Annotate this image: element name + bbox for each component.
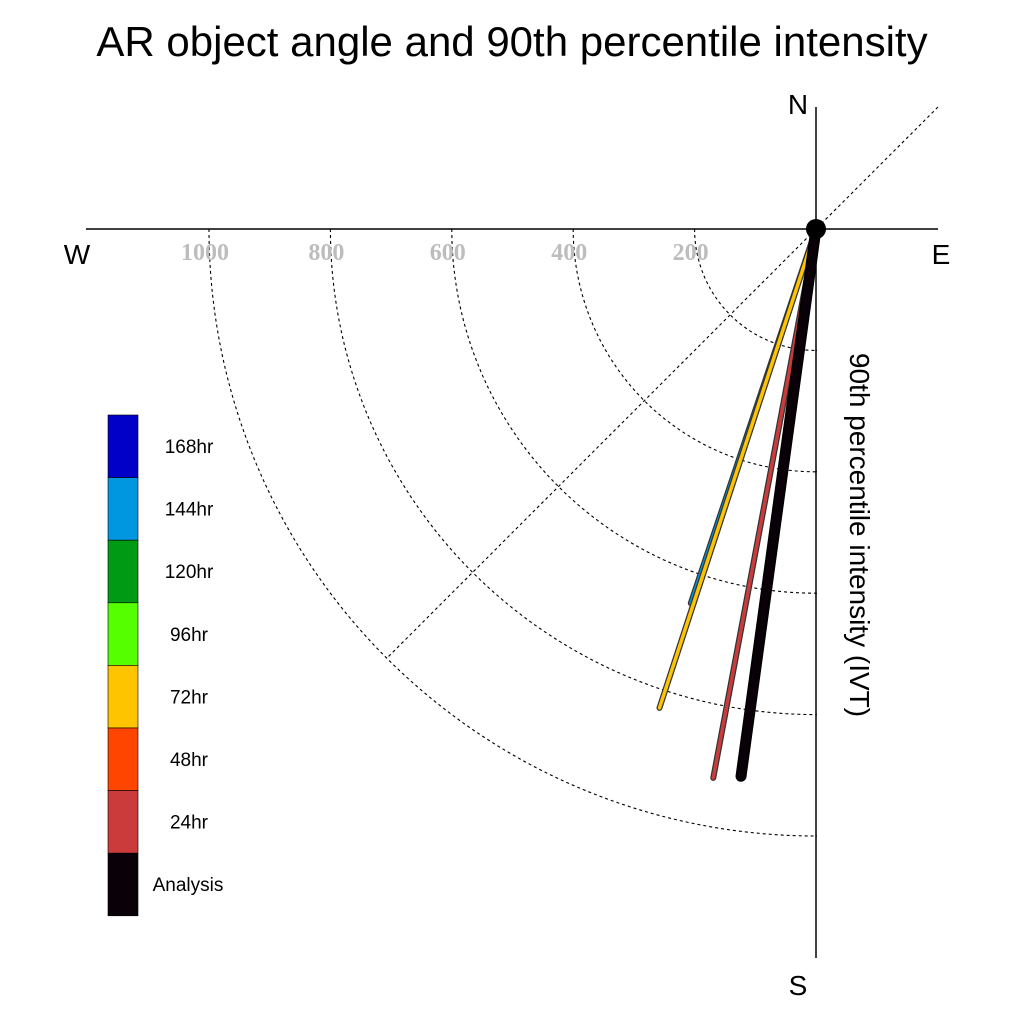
diagonal-gridline [387, 106, 939, 658]
legend-swatch-48hr [107, 727, 139, 791]
radial-tick-label: 400 [551, 240, 587, 266]
radial-tick-label: 200 [673, 240, 709, 266]
legend-label: 24hr [170, 813, 209, 834]
legend-swatch-72hr [107, 665, 139, 729]
polar-grid [208, 106, 939, 837]
radial-tick-label: 1000 [181, 240, 229, 266]
legend-swatch-144hr [107, 477, 139, 541]
vector-analysis [737, 225, 820, 781]
compass-south-label: S [789, 970, 808, 1001]
compass-north-label: N [788, 89, 808, 120]
legend-label: 72hr [170, 687, 209, 708]
legend-label: 168hr [165, 437, 214, 458]
origin-point [806, 219, 826, 239]
angle-vectors [656, 219, 826, 782]
grid-circle-800 [329, 228, 817, 716]
legend-swatch-24hr [107, 790, 139, 854]
legend-label: 120hr [165, 562, 214, 583]
vector-72hr [657, 227, 818, 710]
radial-tick-label: 600 [430, 240, 466, 266]
compass-west-label: W [64, 239, 91, 270]
legend-swatch-168hr [107, 414, 139, 478]
grid-circle-400 [572, 228, 817, 473]
compass-east-label: E [932, 239, 951, 270]
grid-circle-1000 [208, 228, 817, 837]
legend-swatch-120hr [107, 539, 139, 604]
radial-tick-label: 800 [308, 240, 344, 266]
grid-circle-600 [451, 228, 817, 594]
legend-swatch-96hr [107, 602, 139, 666]
y-axis-label: 90th percentile intensity (IVT) [844, 353, 875, 717]
chart-title: AR object angle and 90th percentile inte… [96, 18, 927, 65]
radial-tick-labels: 200 400 600 800 1000 [181, 240, 709, 266]
legend: 168hr 144hr 120hr 96hr 72hr 48hr 24hr Analysis [107, 414, 224, 917]
grid-circle-200 [694, 228, 817, 351]
legend-label: 96hr [170, 625, 209, 646]
legend-label: Analysis [153, 875, 224, 896]
legend-label: 48hr [170, 750, 209, 771]
legend-label: 144hr [165, 500, 214, 521]
legend-swatch-analysis [107, 852, 139, 917]
